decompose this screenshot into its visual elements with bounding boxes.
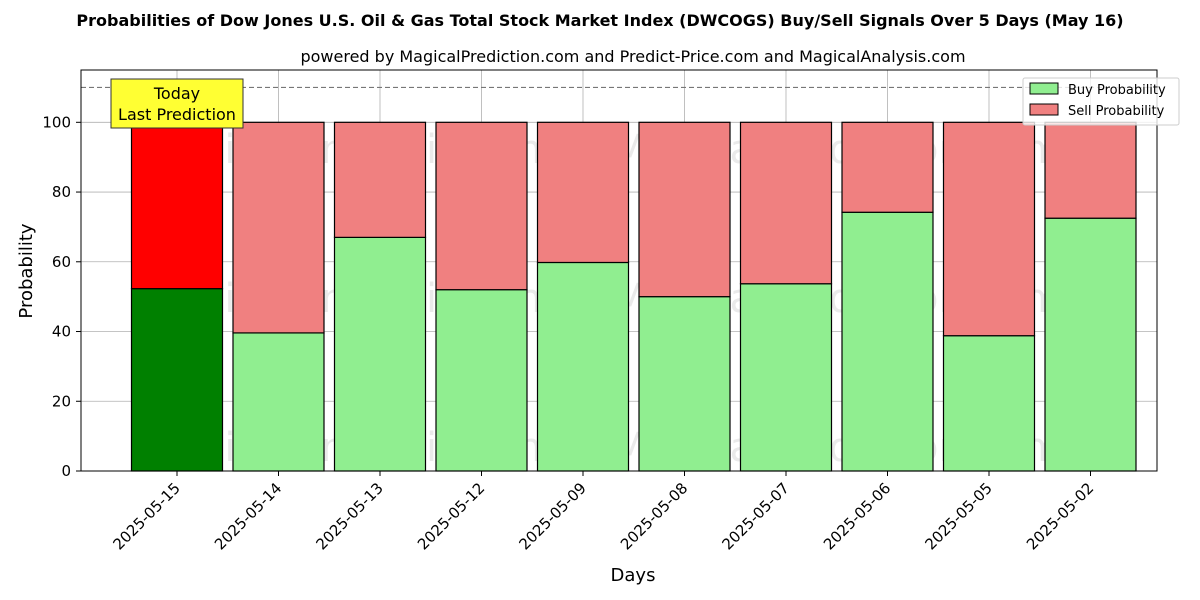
- x-tick-label: 2025-05-15: [109, 479, 183, 553]
- legend-sell-label: Sell Probability: [1068, 104, 1165, 119]
- sell-bar: [638, 121, 731, 298]
- sell-bar: [536, 121, 630, 264]
- legend-buy-swatch: [1029, 82, 1059, 95]
- y-tick-label: 40: [52, 323, 71, 341]
- x-tick-label: 2025-05-08: [617, 479, 691, 553]
- buy-bar: [435, 289, 528, 472]
- legend-sell-swatch: [1029, 103, 1059, 116]
- buy-bar: [232, 332, 325, 472]
- x-tick-label: 2025-05-02: [1023, 479, 1097, 553]
- sell-bar: [333, 121, 427, 238]
- buy-bar: [1044, 217, 1137, 472]
- sell-bar: [942, 121, 1036, 337]
- buy-bar: [739, 283, 833, 472]
- chart-title: Probabilities of Dow Jones U.S. Oil & Ga…: [76, 11, 1123, 30]
- annotation-box: [110, 78, 244, 129]
- x-axis-label: Days: [611, 565, 656, 586]
- buy-bar: [333, 236, 427, 472]
- sell-bar: [1044, 121, 1137, 219]
- y-tick-label: 0: [61, 462, 71, 480]
- sell-bar: [130, 121, 224, 290]
- x-tick-label: 2025-05-05: [921, 479, 995, 553]
- y-axis-label: Probability: [16, 223, 37, 318]
- buy-bar: [536, 261, 630, 472]
- y-tick-label: 80: [52, 183, 71, 201]
- sell-bar: [232, 121, 325, 334]
- annotation-line-1: Today: [153, 84, 200, 103]
- x-tick-label: 2025-05-12: [414, 479, 488, 553]
- sell-bar: [739, 121, 833, 285]
- chart-subtitle: powered by MagicalPrediction.com and Pre…: [300, 47, 965, 66]
- x-tick-label: 2025-05-13: [312, 479, 386, 553]
- x-tick-label: 2025-05-06: [820, 479, 894, 553]
- buy-bar: [130, 288, 224, 472]
- y-tick-label: 60: [52, 253, 71, 271]
- plot-frame: [80, 69, 1158, 472]
- sell-bar: [435, 121, 528, 291]
- x-tick-label: 2025-05-14: [211, 479, 285, 553]
- x-tick-label: 2025-05-07: [718, 479, 792, 553]
- buy-bar: [942, 335, 1036, 472]
- legend-buy-label: Buy Probability: [1068, 83, 1166, 98]
- sell-bar: [841, 121, 934, 213]
- legend: Buy Probability Sell Probability: [1022, 77, 1180, 126]
- legend-box: [1022, 77, 1180, 126]
- buy-bar: [638, 296, 731, 472]
- buy-bar: [841, 211, 934, 472]
- y-tick-label: 100: [42, 113, 71, 131]
- x-tick-label: 2025-05-09: [515, 479, 589, 553]
- annotation-line-2: Last Prediction: [118, 105, 236, 124]
- y-tick-label: 20: [52, 392, 71, 410]
